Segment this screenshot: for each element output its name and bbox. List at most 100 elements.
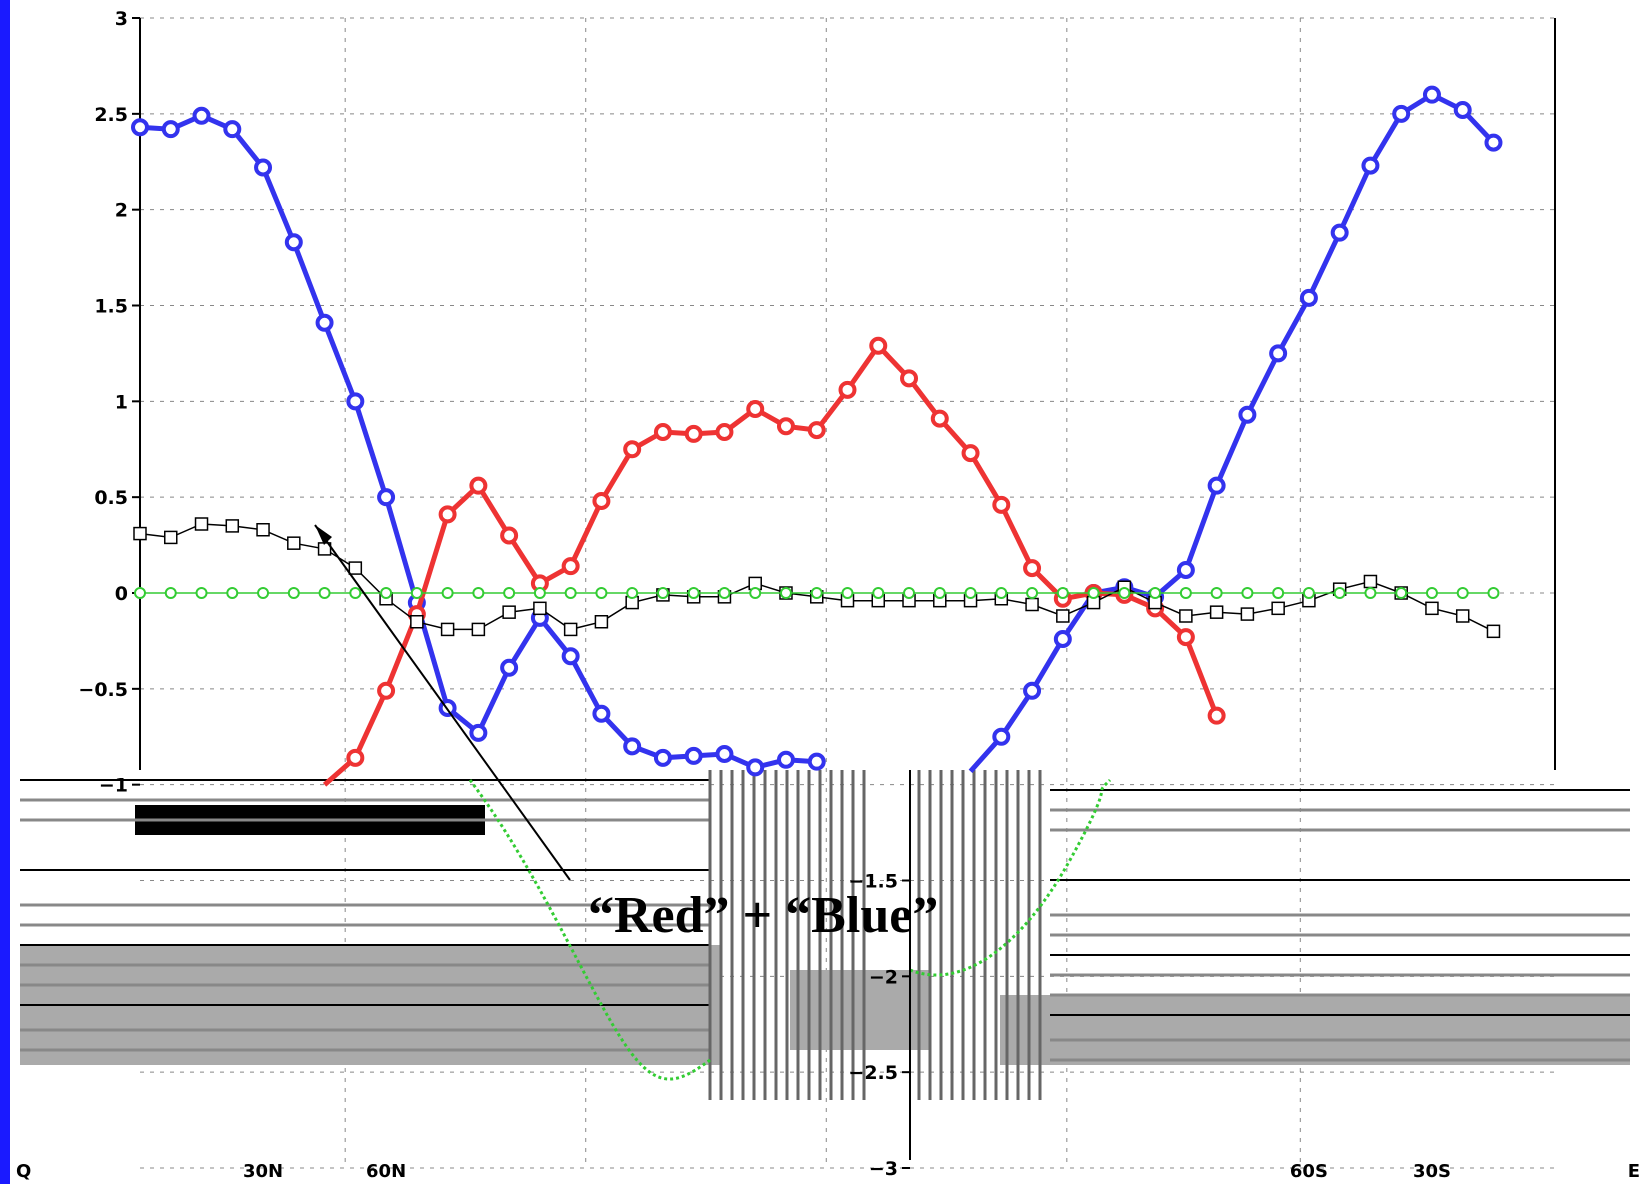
point-black: [194, 517, 209, 531]
y-tick-label: −2: [869, 966, 898, 988]
point-green: [841, 587, 854, 599]
point-green: [656, 587, 669, 599]
point-blue: [746, 758, 765, 777]
chart-frame: 3 2.5 2 1.5 1 0.5 0 −0.5 −1 −1.5 −2 −2.5 −3 Q 30N 60N 6…: [10, 0, 1642, 1184]
point-blue: [1392, 104, 1411, 123]
point-red: [623, 440, 642, 459]
point-green: [1118, 587, 1131, 599]
point-blue: [653, 748, 672, 767]
point-black: [1179, 609, 1193, 623]
annotation: “Red” + “Blue”: [314, 524, 938, 944]
point-black: [256, 523, 270, 537]
point-green: [933, 587, 946, 599]
point-red: [961, 444, 980, 463]
lower-band-gray-middle: [790, 970, 930, 1050]
point-green: [503, 587, 516, 599]
point-green: [1179, 587, 1192, 599]
annotation-text: “Red” + “Blue”: [588, 887, 938, 944]
point-blue: [469, 723, 488, 742]
point-blue: [377, 488, 396, 507]
lower-band-gray-right: [1000, 995, 1630, 1065]
x-tick-label: Q: [16, 1161, 31, 1182]
point-blue: [1422, 85, 1441, 104]
point-blue: [284, 233, 303, 252]
point-black: [225, 519, 240, 533]
point-green: [595, 587, 608, 599]
point-blue: [623, 737, 642, 756]
point-green: [380, 587, 393, 599]
point-red: [1023, 559, 1042, 578]
y-tick-label: −1.5: [848, 871, 898, 893]
y-tick-label: 2: [115, 200, 128, 222]
point-blue: [500, 658, 519, 677]
point-blue: [1453, 101, 1472, 119]
x-tick-label: 60S: [1290, 1161, 1328, 1182]
point-green: [1056, 587, 1069, 599]
point-blue: [776, 750, 795, 769]
point-red: [776, 417, 795, 436]
point-black: [502, 605, 516, 619]
point-black: [1425, 601, 1439, 616]
y-tick-label: 2.5: [94, 104, 128, 126]
point-red: [1176, 628, 1195, 647]
x-tick-label: E: [1628, 1161, 1640, 1182]
point-blue: [592, 704, 611, 723]
point-red: [438, 505, 457, 524]
point-blue: [346, 392, 365, 411]
point-black: [1056, 609, 1070, 623]
lower-distorted-band: [20, 770, 1630, 1100]
point-blue: [1207, 476, 1226, 495]
point-blue: [1176, 561, 1195, 579]
point-blue: [131, 118, 149, 137]
point-blue: [161, 120, 180, 139]
point-blue: [715, 745, 734, 763]
point-green: [134, 587, 146, 599]
point-red: [900, 369, 919, 388]
point-green: [1210, 587, 1223, 599]
point-green: [441, 587, 454, 599]
point-green: [1333, 587, 1346, 599]
lower-band-green-trace: [468, 778, 1112, 1081]
point-green: [903, 587, 916, 599]
series-line-black: [139, 523, 1494, 632]
point-green: [1487, 587, 1500, 599]
point-green: [164, 587, 177, 599]
point-green: [779, 587, 792, 599]
point-green: [872, 587, 885, 599]
point-green: [318, 587, 331, 599]
point-blue: [807, 752, 826, 771]
point-black: [1271, 601, 1285, 616]
point-black: [1240, 607, 1255, 621]
point-green: [564, 587, 577, 599]
point-red: [715, 423, 734, 441]
y-tick-label: 1.5: [94, 296, 128, 318]
y-tick-label: 0.5: [94, 487, 128, 509]
point-green: [995, 587, 1008, 599]
x-tick-labels: Q 30N 60N 60S 30S E: [16, 1161, 1640, 1182]
point-green: [195, 587, 208, 599]
point-green: [1364, 587, 1377, 599]
point-red: [346, 748, 365, 767]
point-blue: [992, 727, 1011, 746]
series: [131, 85, 1503, 787]
point-blue: [1238, 405, 1257, 424]
point-green: [410, 587, 423, 599]
point-blue: [1361, 156, 1380, 175]
lower-band-stripes: [20, 770, 1630, 1100]
point-green: [533, 587, 546, 599]
point-red: [684, 424, 703, 443]
point-blue: [254, 158, 273, 177]
point-black: [440, 622, 455, 637]
point-blue: [223, 120, 242, 139]
y-tick-label: −2.5: [848, 1062, 898, 1084]
y-tick-label: −3: [869, 1158, 898, 1180]
grid-lines: [140, 17, 1555, 1169]
x-tick-label: 30S: [1413, 1161, 1451, 1182]
point-blue: [561, 647, 580, 666]
point-black: [133, 526, 147, 541]
point-green: [1456, 587, 1469, 599]
y-tick-label: 0: [115, 583, 128, 605]
point-black: [594, 615, 609, 629]
point-black: [563, 622, 578, 637]
point-blue: [684, 746, 703, 765]
